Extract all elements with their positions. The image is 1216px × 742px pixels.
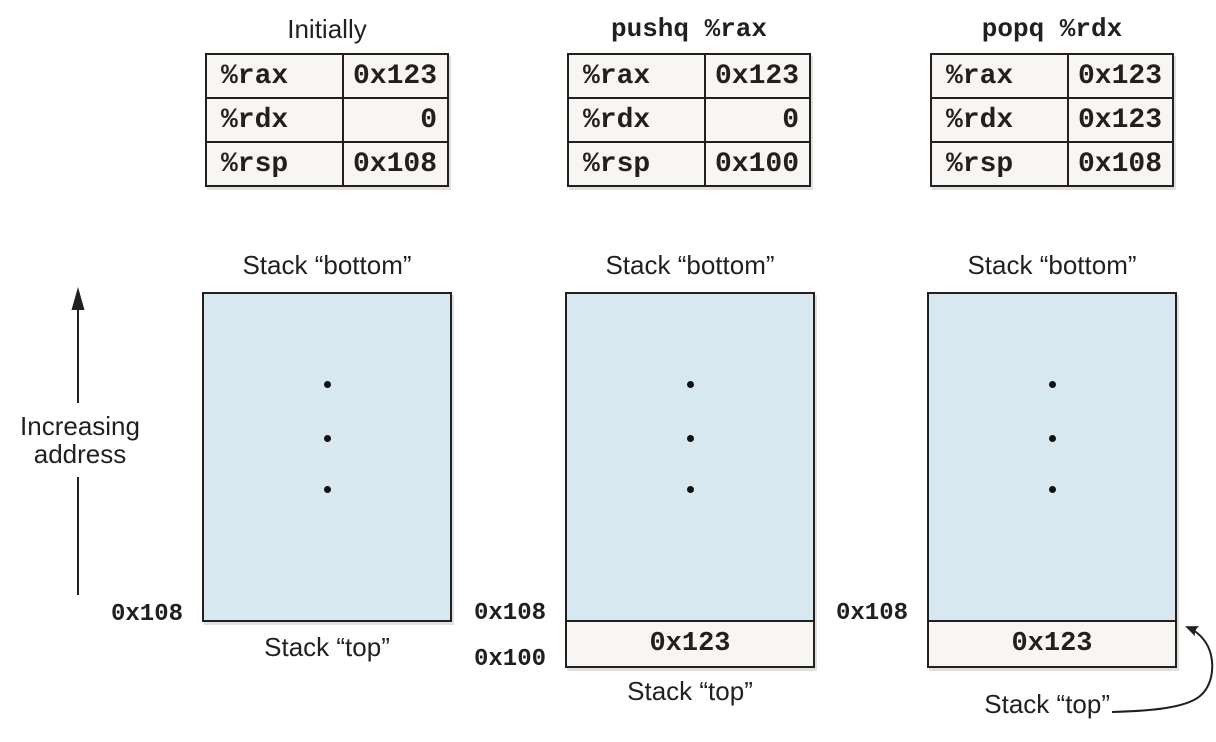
register-name: %rax	[930, 53, 1069, 99]
column-title-initially: Initially	[287, 14, 367, 44]
register-name: %rdx	[205, 97, 344, 143]
table-row: %rdx 0x123	[930, 97, 1174, 143]
register-table-initially: %rax 0x123 %rdx 0 %rsp 0x108	[205, 53, 449, 187]
register-value: 0x108	[1067, 141, 1174, 187]
axis-label-line2: address	[33, 439, 127, 469]
table-row: %rsp 0x108	[930, 141, 1174, 187]
ellipsis-dot	[1048, 435, 1056, 442]
column-title-popq: popq %rdx	[981, 14, 1123, 44]
register-value: 0x123	[1067, 53, 1174, 99]
register-value: 0x100	[704, 141, 811, 187]
stack-region-popq: 0x123	[927, 292, 1177, 668]
register-name: %rax	[567, 53, 706, 99]
register-table-pushq: %rax 0x123 %rdx 0 %rsp 0x100	[567, 53, 811, 187]
ellipsis-dot	[1048, 486, 1056, 493]
stack-region-initially	[202, 292, 452, 622]
register-value: 0	[704, 97, 811, 143]
register-name: %rax	[205, 53, 344, 99]
stale-stack-cell: 0x123	[929, 622, 1175, 666]
register-name: %rsp	[205, 141, 344, 187]
stack-bottom-label: Stack “bottom”	[605, 250, 775, 280]
register-table-popq: %rax 0x123 %rdx 0x123 %rsp 0x108	[930, 53, 1174, 187]
ellipsis-dot	[686, 435, 694, 442]
register-name: %rdx	[930, 97, 1069, 143]
stack-top-label: Stack “top”	[627, 676, 753, 706]
stack-top-label: Stack “top”	[984, 689, 1110, 719]
stack-used-region	[929, 294, 1175, 622]
register-value: 0x123	[1067, 97, 1174, 143]
register-value: 0	[342, 97, 449, 143]
table-row: %rax 0x123	[205, 53, 449, 99]
increasing-address-label: Increasing address	[10, 412, 150, 468]
pushed-stack-cell: 0x123	[567, 622, 813, 666]
axis-label-line1: Increasing	[20, 411, 140, 441]
register-value: 0x123	[704, 53, 811, 99]
ellipsis-dot	[1048, 381, 1056, 388]
table-row: %rdx 0	[567, 97, 811, 143]
up-arrowhead	[71, 287, 85, 310]
stack-region-pushq: 0x123	[565, 292, 815, 668]
address-label-0x108: 0x108	[835, 600, 908, 627]
ellipsis-dot	[323, 381, 331, 388]
table-row: %rsp 0x100	[567, 141, 811, 187]
stack-top-label: Stack “top”	[264, 632, 390, 662]
ellipsis-dot	[323, 435, 331, 442]
table-row: %rax 0x123	[567, 53, 811, 99]
register-name: %rdx	[567, 97, 706, 143]
address-label-0x108: 0x108	[110, 601, 183, 628]
table-row: %rsp 0x108	[205, 141, 449, 187]
stack-bottom-label: Stack “bottom”	[242, 250, 412, 280]
stack-bottom-label: Stack “bottom”	[967, 250, 1137, 280]
address-label-0x108: 0x108	[473, 600, 546, 627]
stack-used-region	[567, 294, 813, 622]
ellipsis-dot	[686, 486, 694, 493]
table-row: %rax 0x123	[930, 53, 1174, 99]
table-row: %rdx 0	[205, 97, 449, 143]
register-name: %rsp	[930, 141, 1069, 187]
register-value: 0x123	[342, 53, 449, 99]
register-value: 0x108	[342, 141, 449, 187]
column-title-pushq: pushq %rax	[610, 14, 768, 44]
ellipsis-dot	[686, 381, 694, 388]
address-label-0x100: 0x100	[473, 646, 546, 673]
ellipsis-dot	[323, 486, 331, 493]
register-name: %rsp	[567, 141, 706, 187]
